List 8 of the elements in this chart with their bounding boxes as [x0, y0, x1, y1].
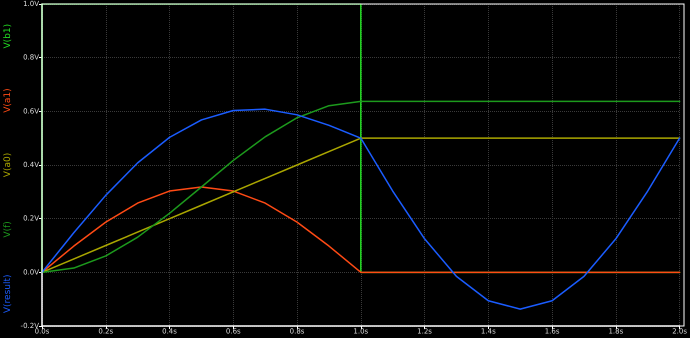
text: V(a0): [3, 152, 13, 178]
text: V(b1): [3, 24, 13, 49]
text: V(a1): [3, 88, 13, 113]
text: V(result): [3, 274, 13, 314]
line-series: [41, 100, 680, 274]
line-series: [41, 137, 680, 274]
text: V(f): [3, 221, 13, 238]
line-series: [41, 108, 680, 310]
